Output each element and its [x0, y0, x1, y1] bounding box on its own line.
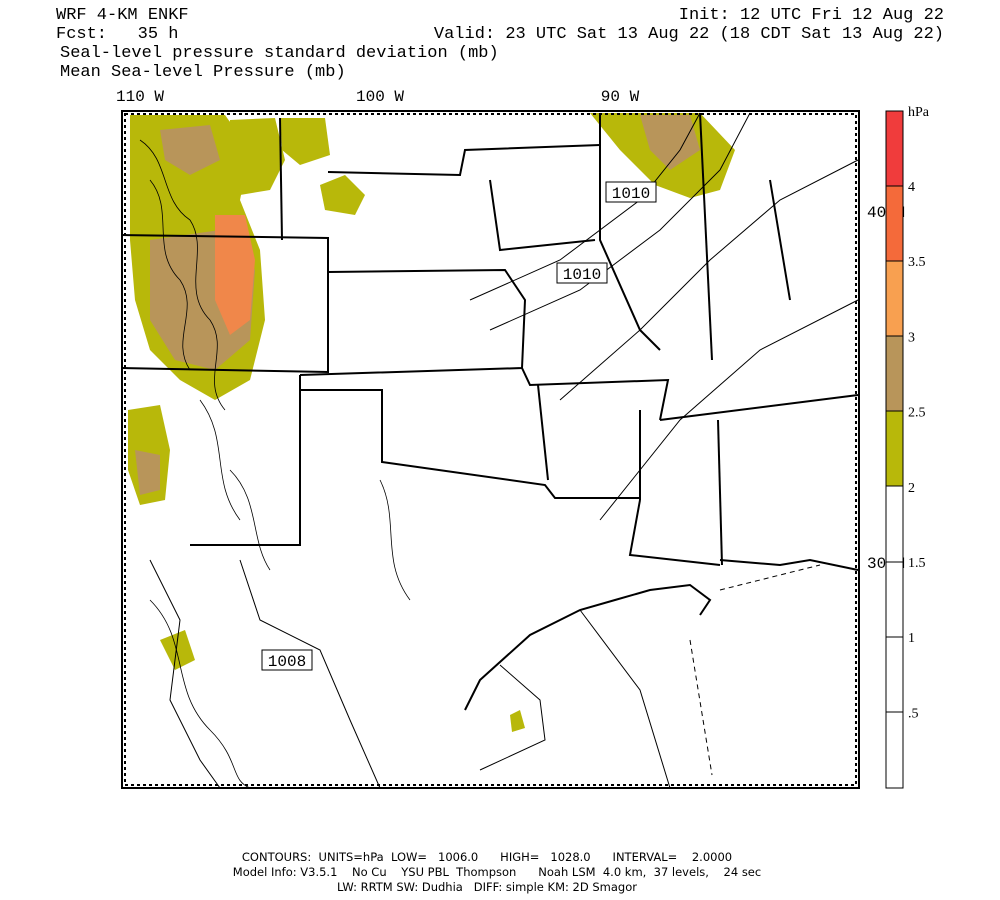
- colorbar-label: 3: [908, 330, 915, 345]
- contour-field: Mean Sea-level Pressure (mb): [60, 63, 346, 82]
- forecast-hour: Fcst: 35 h: [56, 25, 178, 44]
- colorbar-label: 2.5: [908, 406, 926, 421]
- colorbar-segment: [886, 411, 903, 486]
- longitude-label: 110 W: [116, 88, 164, 106]
- contour-label: 1010: [563, 266, 601, 284]
- shaded-field: Seal-level pressure standard deviation (…: [60, 44, 499, 63]
- coastline: [464, 583, 712, 711]
- colorbar-label: .5: [908, 706, 919, 721]
- init-time: Init: 12 UTC Fri 12 Aug 22: [679, 6, 944, 25]
- longitude-label: 100 W: [356, 88, 404, 106]
- colorbar-unit: hPa: [908, 105, 930, 120]
- colorbar-segment: [886, 336, 903, 411]
- contour-label: 1008: [268, 653, 306, 671]
- colorbar-ticks: [886, 185, 903, 713]
- contour-label-box: 1010: [556, 262, 608, 284]
- boundary-dashed: [719, 564, 821, 591]
- colorbar-segment: [886, 186, 903, 261]
- contour-label-box: 1010: [605, 181, 657, 203]
- map-frame-ticks: [124, 113, 857, 786]
- colorbar-label: 1.5: [908, 556, 926, 571]
- model-title: WRF 4-KM ENKF: [56, 6, 189, 25]
- colorbar-segment: [886, 261, 903, 336]
- colorbar-frame: [885, 110, 904, 789]
- valid-time: Valid: 23 UTC Sat 13 Aug 22 (18 CDT Sat …: [434, 25, 944, 44]
- colorbar-label: 3.5: [908, 255, 926, 270]
- colorbar-label: 2: [908, 481, 915, 496]
- colorbar-label: 4: [908, 180, 915, 195]
- terrain-contours: [139, 139, 411, 789]
- map: [121, 110, 860, 789]
- colorbar-segment: [886, 111, 903, 186]
- contour-label-box: 1008: [261, 649, 313, 671]
- longitude-label: 90 W: [601, 88, 640, 106]
- contour-label: 1010: [612, 185, 650, 203]
- footer-contours: CONTOURS: UNITS=hPa LOW= 1006.0 HIGH= 10…: [242, 850, 732, 864]
- colorbar-labels: 43.532.521.51.5: [908, 180, 926, 721]
- state-boundaries: [121, 112, 859, 571]
- boundary-dashed: [689, 639, 713, 776]
- shading-3-3.5: [215, 215, 255, 335]
- footer-model-info: Model Info: V3.5.1 No Cu YSU PBL Thompso…: [233, 865, 761, 879]
- footer-physics: LW: RRTM SW: Dudhia DIFF: simple KM: 2D …: [337, 880, 637, 894]
- map-frame: [121, 110, 860, 789]
- colorbar: hPa: [885, 105, 930, 789]
- colorbar-label: 1: [908, 631, 915, 646]
